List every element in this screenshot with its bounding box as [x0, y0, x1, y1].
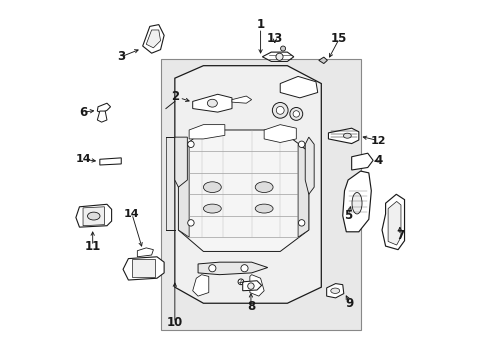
Polygon shape	[342, 171, 370, 232]
Polygon shape	[298, 144, 308, 237]
Polygon shape	[137, 248, 153, 257]
Text: 9: 9	[345, 297, 353, 310]
Circle shape	[247, 283, 254, 289]
Polygon shape	[262, 52, 293, 62]
Polygon shape	[123, 257, 164, 280]
Polygon shape	[318, 57, 326, 64]
Polygon shape	[192, 94, 231, 112]
Polygon shape	[97, 103, 110, 113]
Ellipse shape	[343, 133, 350, 138]
Ellipse shape	[203, 204, 221, 213]
Polygon shape	[175, 137, 187, 187]
Polygon shape	[100, 158, 121, 165]
Ellipse shape	[255, 182, 272, 193]
Circle shape	[238, 279, 244, 285]
Ellipse shape	[203, 182, 221, 193]
Text: 8: 8	[246, 300, 255, 313]
Text: 6: 6	[79, 105, 87, 119]
Polygon shape	[189, 125, 224, 139]
Text: 15: 15	[330, 32, 346, 45]
Text: 14: 14	[124, 209, 140, 219]
Ellipse shape	[255, 204, 272, 213]
Circle shape	[276, 107, 284, 114]
Polygon shape	[326, 284, 343, 298]
Polygon shape	[231, 96, 251, 103]
Text: 11: 11	[84, 240, 101, 253]
Text: 1: 1	[256, 18, 264, 31]
Circle shape	[292, 111, 299, 117]
Polygon shape	[328, 128, 358, 144]
Polygon shape	[83, 207, 104, 226]
Ellipse shape	[207, 99, 217, 107]
Circle shape	[187, 141, 194, 148]
Polygon shape	[249, 275, 264, 296]
Circle shape	[187, 220, 194, 226]
Polygon shape	[242, 281, 261, 291]
Polygon shape	[381, 194, 404, 249]
Polygon shape	[192, 275, 208, 296]
Polygon shape	[178, 144, 189, 237]
Ellipse shape	[351, 193, 361, 214]
Polygon shape	[146, 30, 160, 48]
Polygon shape	[280, 76, 317, 98]
Text: 5: 5	[343, 209, 351, 222]
Circle shape	[280, 46, 285, 51]
Polygon shape	[132, 259, 155, 277]
Text: 3: 3	[117, 50, 125, 63]
Ellipse shape	[87, 212, 100, 220]
Polygon shape	[387, 202, 400, 245]
Polygon shape	[351, 153, 372, 170]
Text: 12: 12	[370, 136, 386, 146]
Text: 13: 13	[266, 32, 283, 45]
Circle shape	[298, 141, 304, 148]
Text: 10: 10	[166, 316, 183, 329]
Bar	[160, 59, 360, 330]
Polygon shape	[142, 24, 164, 53]
Circle shape	[289, 108, 302, 120]
Circle shape	[208, 265, 216, 272]
Text: 14: 14	[75, 154, 91, 164]
Polygon shape	[97, 111, 107, 122]
Circle shape	[275, 53, 283, 60]
Polygon shape	[178, 130, 308, 251]
Text: 4: 4	[374, 154, 382, 167]
Text: 2: 2	[170, 90, 179, 103]
Polygon shape	[175, 66, 321, 303]
Circle shape	[272, 103, 287, 118]
Polygon shape	[305, 137, 313, 194]
Circle shape	[241, 265, 247, 272]
Polygon shape	[76, 204, 111, 227]
Ellipse shape	[330, 288, 339, 293]
Polygon shape	[264, 125, 296, 143]
Text: 7: 7	[395, 229, 403, 242]
Circle shape	[298, 220, 304, 226]
Polygon shape	[198, 262, 267, 275]
